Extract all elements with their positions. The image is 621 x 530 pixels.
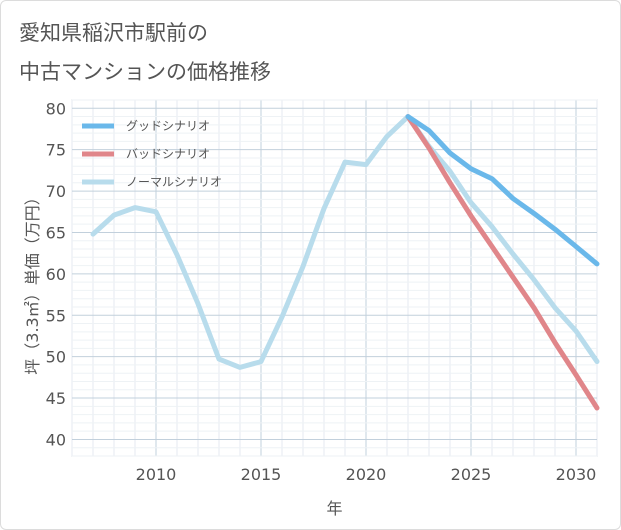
y-axis-label: 坪（3.3㎡）単価（万円）: [23, 189, 42, 374]
x-tick-label: 2025: [451, 465, 492, 484]
y-tick-label: 60: [46, 265, 66, 284]
legend-label: バッドシナリオ: [126, 147, 210, 161]
chart-title-line-1: 愛知県稲沢市駅前の: [19, 21, 208, 45]
legend-label: グッドシナリオ: [126, 119, 210, 133]
y-tick-label: 45: [46, 389, 66, 408]
x-tick-label: 2015: [241, 465, 282, 484]
series-line-0: [405, 114, 600, 267]
legend-label: ノーマルシナリオ: [126, 175, 222, 189]
y-tick-label: 65: [46, 223, 66, 242]
series-line-1: [405, 114, 600, 411]
series-line-2: [90, 114, 600, 370]
y-tick-label: 50: [46, 348, 66, 367]
x-tick-label: 2010: [136, 465, 177, 484]
x-tick-label: 2020: [346, 465, 387, 484]
grid: [71, 99, 598, 457]
y-tick-label: 75: [46, 141, 66, 160]
y-tick-label: 40: [46, 430, 66, 449]
tick-labels: 2010 2015 2020 2025 2030 40 45 50 55 60 65 70 75 80: [46, 99, 597, 484]
y-tick-label: 55: [46, 306, 66, 325]
chart-title-line-2: 中古マンションの価格推移: [19, 60, 271, 84]
series-lines: [90, 114, 600, 411]
x-tick-label: 2030: [556, 465, 597, 484]
y-tick-label: 70: [46, 182, 66, 201]
y-tick-label: 80: [46, 99, 66, 118]
x-axis-label: 年: [326, 499, 342, 518]
